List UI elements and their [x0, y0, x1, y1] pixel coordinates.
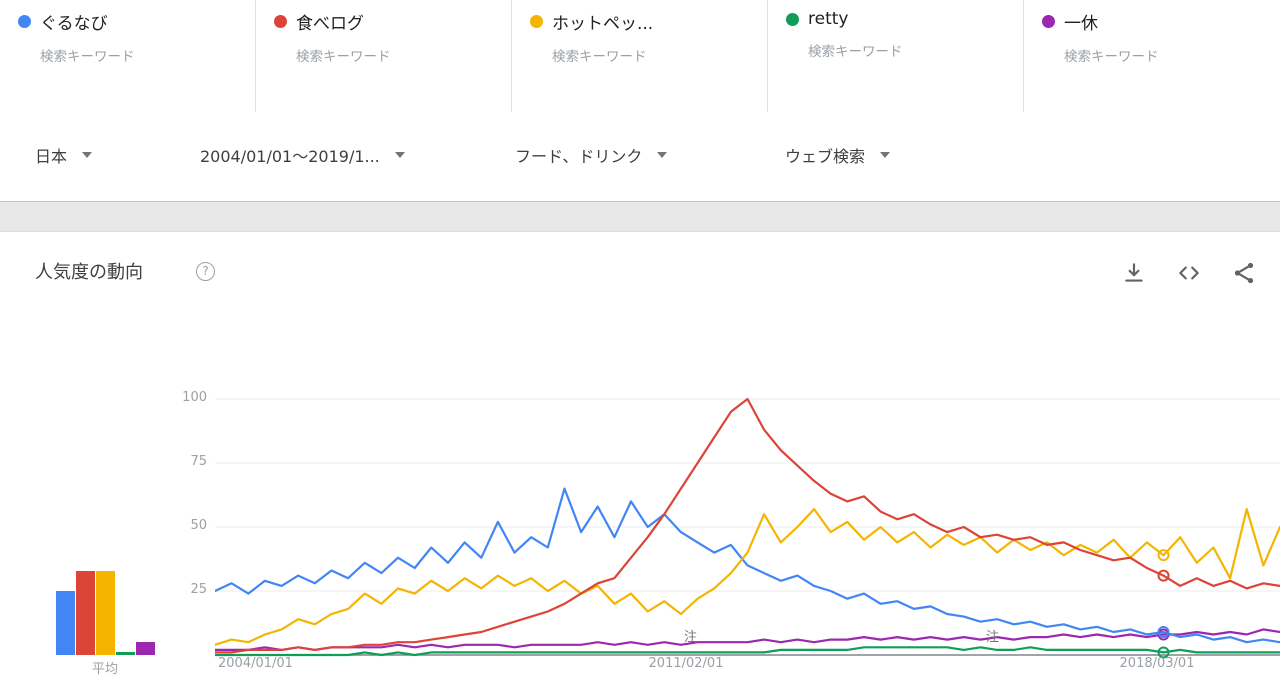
section-title: 人気度の動向	[35, 262, 143, 283]
keyword-type-label: 検索キーワード	[808, 44, 903, 60]
keyword-card-header: 食べログ	[274, 9, 511, 34]
keyword-card-tabelog[interactable]: 食べログ 検索キーワード	[256, 0, 512, 112]
x-axis-tick-2004: 2004/01/01	[218, 656, 293, 671]
average-label: 平均	[91, 662, 118, 677]
trend-line-chart[interactable]	[215, 340, 1280, 670]
date-range-filter-label: 2004/01/01～2019/1...	[200, 147, 380, 166]
keyword-card-header: 一休	[1042, 9, 1280, 34]
series-color-dot	[530, 15, 543, 28]
section-divider	[0, 201, 1280, 232]
avg-bar	[96, 570, 115, 655]
keyword-term: 食べログ	[296, 14, 364, 34]
chevron-down-icon	[880, 152, 891, 158]
series-color-dot	[1042, 15, 1055, 28]
keyword-card-retty[interactable]: retty 検索キーワード	[768, 0, 1024, 112]
keyword-term: ぐるなび	[40, 14, 108, 34]
category-filter-label: フード、ドリンク	[515, 147, 643, 166]
avg-bar	[56, 591, 75, 655]
y-axis-tick-75: 75	[190, 454, 207, 469]
keyword-type-label: 検索キーワード	[552, 49, 647, 65]
keyword-card-gurunavi[interactable]: ぐるなび 検索キーワード	[0, 0, 256, 112]
share-icon[interactable]	[1231, 260, 1257, 286]
chevron-down-icon	[657, 152, 668, 158]
help-icon[interactable]: ?	[196, 262, 215, 281]
region-filter-dropdown[interactable]: 日本	[35, 126, 93, 184]
avg-bar	[116, 652, 135, 655]
keyword-term: ホットペッ...	[552, 14, 654, 34]
timeline-note-marker[interactable]: 注	[986, 630, 1000, 645]
avg-bar	[76, 570, 95, 655]
series-color-dot	[786, 12, 799, 26]
keyword-card-header: ホットペッ...	[530, 9, 767, 34]
y-axis-tick-100: 100	[182, 390, 207, 405]
keyword-type-label: 検索キーワード	[1064, 49, 1159, 65]
avg-bar	[136, 642, 155, 655]
search-type-filter-label: ウェブ検索	[785, 147, 866, 166]
timeline-note-marker[interactable]: 注	[684, 630, 698, 645]
series-color-dot	[274, 15, 287, 28]
keyword-card-ikyu[interactable]: 一休 検索キーワード	[1024, 0, 1280, 112]
series-color-dot	[18, 15, 31, 28]
keyword-card-header: ぐるなび	[18, 9, 255, 34]
keyword-term: retty	[808, 9, 849, 29]
keyword-type-label: 検索キーワード	[40, 49, 135, 65]
keyword-type-label: 検索キーワード	[296, 49, 391, 65]
region-filter-label: 日本	[35, 147, 68, 166]
x-axis-tick-2018: 2018/03/01	[1119, 656, 1195, 671]
download-icon[interactable]	[1121, 260, 1147, 286]
x-axis-tick-2011: 2011/02/01	[648, 656, 724, 671]
y-axis-tick-25: 25	[190, 582, 207, 597]
chevron-down-icon	[394, 152, 405, 158]
chevron-down-icon	[82, 152, 93, 158]
embed-code-icon[interactable]	[1176, 260, 1202, 286]
keyword-card-header: retty	[786, 9, 1023, 29]
date-range-filter-dropdown[interactable]: 2004/01/01～2019/1...	[200, 126, 405, 184]
keyword-term: 一休	[1064, 14, 1098, 34]
average-bar-chart	[56, 340, 166, 655]
keyword-card-hotpepper[interactable]: ホットペッ... 検索キーワード	[512, 0, 768, 112]
category-filter-dropdown[interactable]: フード、ドリンク	[515, 126, 668, 184]
comparison-cards-row: ぐるなび 検索キーワード 食べログ 検索キーワード ホットペッ... 検索キーワ…	[0, 0, 1280, 112]
search-type-filter-dropdown[interactable]: ウェブ検索	[785, 126, 891, 184]
filter-bar: 日本 2004/01/01～2019/1... フード、ドリンク ウェブ検索	[0, 126, 1280, 184]
y-axis-tick-50: 50	[190, 518, 207, 533]
